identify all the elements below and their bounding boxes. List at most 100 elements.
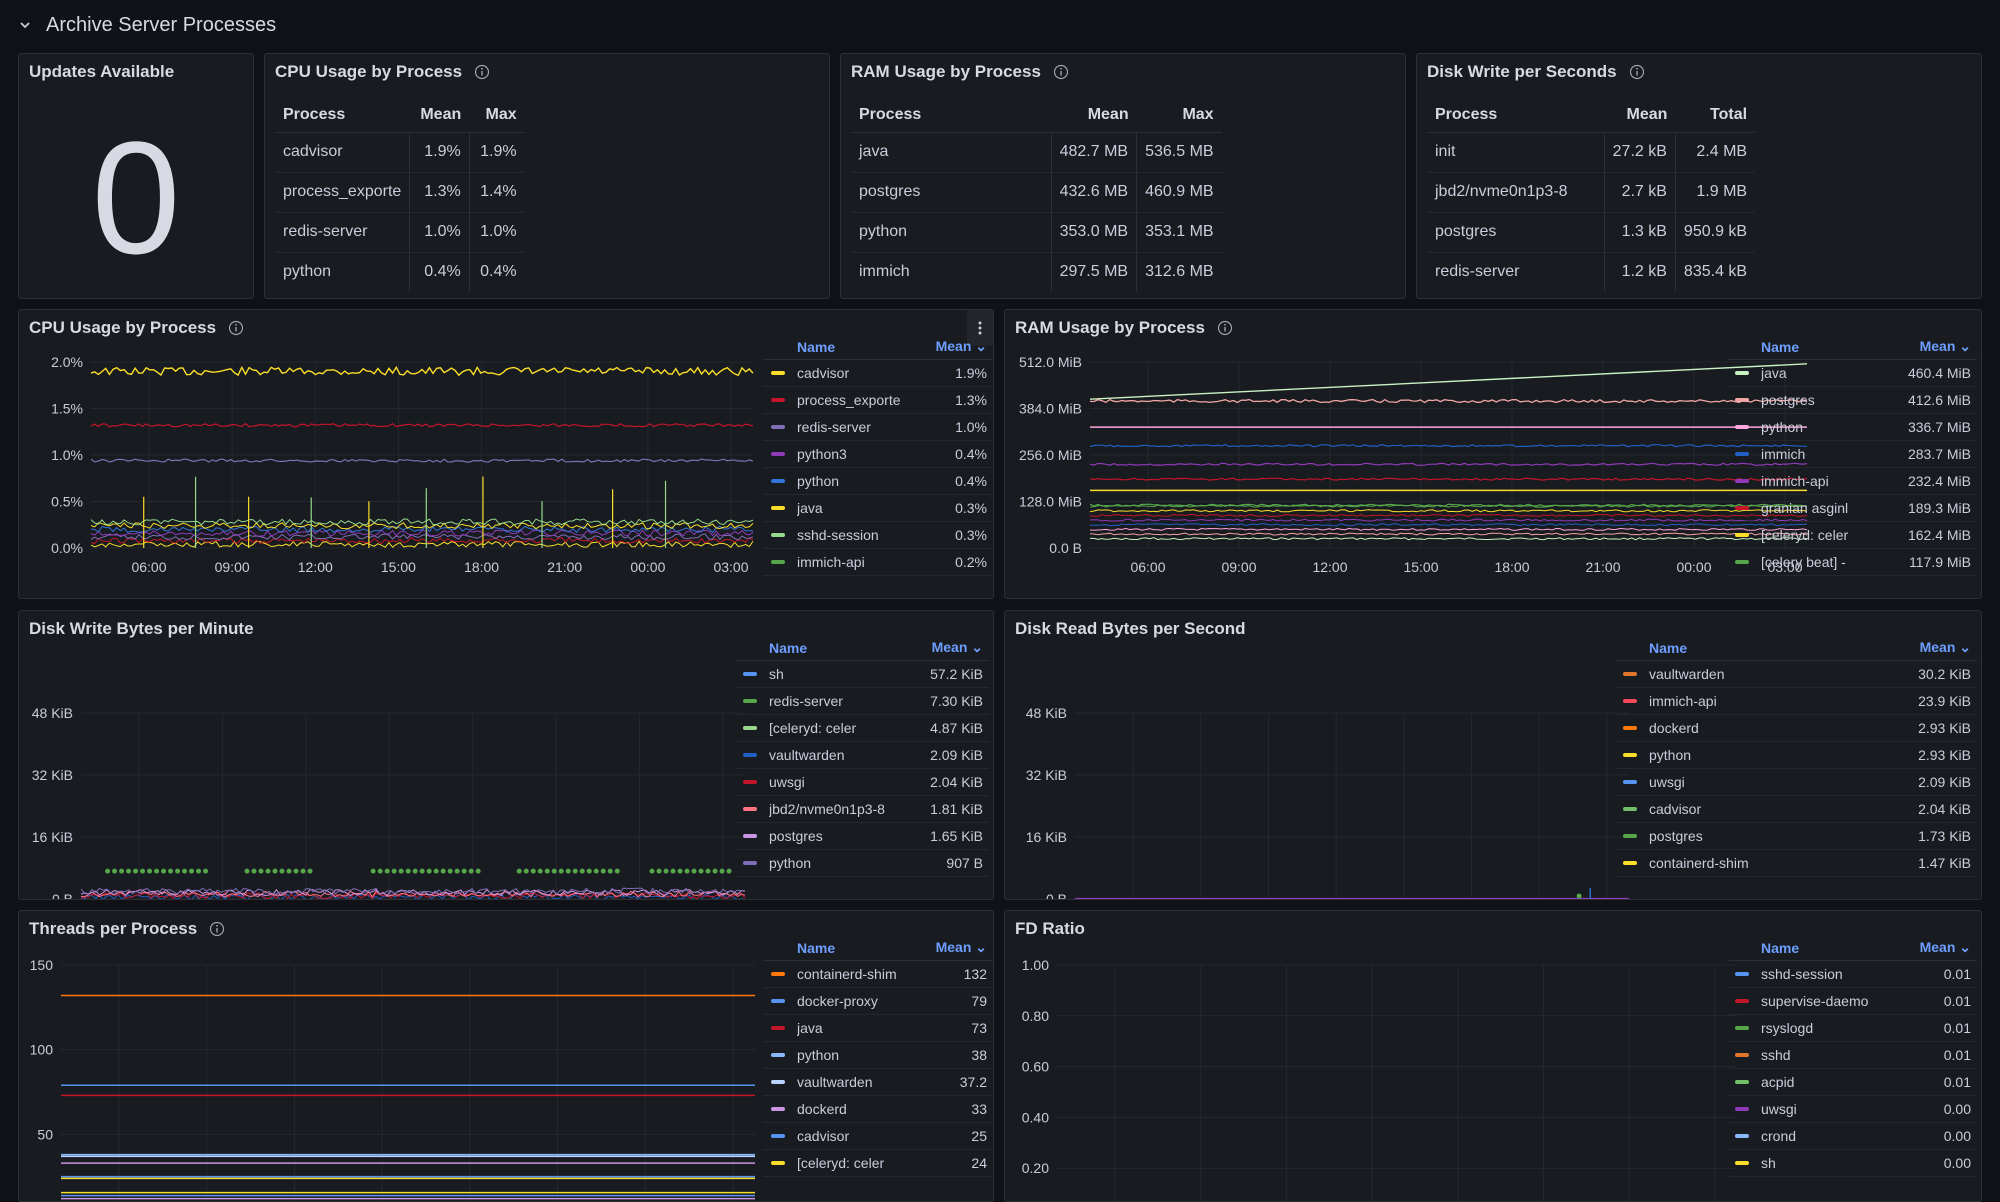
info-icon[interactable]	[228, 320, 244, 336]
legend-item[interactable]: uwsgi 2.04 KiB	[735, 769, 989, 796]
legend-header-mean[interactable]: Mean ⌄	[931, 639, 983, 655]
column-header-max[interactable]: Max	[1136, 98, 1222, 133]
legend-item[interactable]: crond 0.00	[1727, 1123, 1977, 1150]
legend-item[interactable]: sshd-session 0.3%	[763, 522, 993, 549]
y-tick-label: 16 KiB	[32, 829, 73, 845]
legend-header-mean[interactable]: Mean ⌄	[935, 939, 987, 955]
cell-mean: 27.2 kB	[1603, 132, 1676, 173]
legend-item[interactable]: sh 57.2 KiB	[735, 661, 989, 688]
legend-header-name[interactable]: Name	[1649, 639, 1688, 656]
legend-header-name[interactable]: Name	[1761, 338, 1800, 355]
column-header-mean[interactable]: Mean	[409, 98, 470, 133]
panel-menu-icon[interactable]	[967, 310, 993, 346]
legend-item[interactable]: java 0.3%	[763, 495, 993, 522]
chart-ram[interactable]: 512.0 MiB 384.0 MiB 256.0 MiB 128.0 MiB 0.0 …	[1005, 310, 1982, 599]
legend-swatch	[771, 398, 785, 402]
column-header-process[interactable]: Process	[275, 98, 410, 133]
legend-header-mean[interactable]: Mean ⌄	[935, 338, 987, 354]
legend-item[interactable]: [celeryd: celer 4.87 KiB	[735, 715, 989, 742]
legend-item[interactable]: sshd-session 0.01	[1727, 961, 1977, 988]
legend-header-name[interactable]: Name	[797, 939, 836, 956]
legend-header: Name Mean ⌄	[763, 334, 993, 360]
series-line-low-1	[90, 536, 754, 545]
legend-item[interactable]: python 2.93 KiB	[1615, 742, 1977, 769]
row-header-archive-server-processes[interactable]: Archive Server Processes	[18, 8, 276, 42]
legend-item[interactable]: docker-proxy 79	[763, 988, 993, 1015]
chart-fd[interactable]: 1.000.800.600.400.200.0006:0009:0012:001…	[1005, 911, 1982, 1202]
legend-item[interactable]: immich-api 0.2%	[763, 549, 993, 576]
info-icon[interactable]	[1053, 64, 1069, 80]
legend-item[interactable]: jbd2/nvme0n1p3-8 1.81 KiB	[735, 796, 989, 823]
legend-item[interactable]: python 907 B	[735, 850, 989, 877]
legend-item[interactable]: granian asginl 189.3 MiB	[1727, 495, 1977, 522]
legend-item-name: java	[797, 1020, 823, 1036]
legend-item[interactable]: [celeryd: celer 24	[763, 1150, 993, 1177]
legend-item[interactable]: sh 0.00	[1727, 1150, 1977, 1177]
legend-header-name[interactable]: Name	[769, 639, 808, 656]
legend-item[interactable]: postgres 412.6 MiB	[1727, 387, 1977, 414]
legend-item[interactable]: cadvisor 1.9%	[763, 360, 993, 387]
legend-item-mean: 0.01	[1943, 1020, 1971, 1036]
legend-item[interactable]: immich-api 23.9 KiB	[1615, 688, 1977, 715]
column-header-process[interactable]: Process	[851, 98, 1052, 133]
legend-item[interactable]: python 38	[763, 1042, 993, 1069]
legend-item[interactable]: python 336.7 MiB	[1727, 414, 1977, 441]
legend-item[interactable]: redis-server 7.30 KiB	[735, 688, 989, 715]
legend-item[interactable]: redis-server 1.0%	[763, 414, 993, 441]
legend-item[interactable]: python 0.4%	[763, 468, 993, 495]
series-point	[203, 868, 209, 874]
legend-item[interactable]: process_exporte 1.3%	[763, 387, 993, 414]
legend-item[interactable]: acpid 0.01	[1727, 1069, 1977, 1096]
info-icon[interactable]	[1217, 320, 1233, 336]
legend-item[interactable]: vaultwarden 2.09 KiB	[735, 742, 989, 769]
legend-header-mean[interactable]: Mean ⌄	[1919, 639, 1971, 655]
legend-item[interactable]: cadvisor 2.04 KiB	[1615, 796, 1977, 823]
info-icon[interactable]	[474, 64, 490, 80]
legend-header-mean[interactable]: Mean ⌄	[1919, 939, 1971, 955]
legend-item[interactable]: java 460.4 MiB	[1727, 360, 1977, 387]
legend-item[interactable]: [celery beat] - 117.9 MiB	[1727, 549, 1977, 576]
table-row: cadvisor 1.9% 1.9%	[275, 132, 525, 173]
legend-item[interactable]: containerd-shim 1.47 KiB	[1615, 850, 1977, 877]
legend-item[interactable]: immich 283.7 MiB	[1727, 441, 1977, 468]
legend-item[interactable]: [celeryd: celer 162.4 MiB	[1727, 522, 1977, 549]
legend-item[interactable]: supervise-daemo 0.01	[1727, 988, 1977, 1015]
series-line-low-2	[80, 890, 746, 898]
series-point	[468, 868, 474, 874]
info-icon[interactable]	[1629, 64, 1645, 80]
legend-item[interactable]: python3 0.4%	[763, 441, 993, 468]
legend-item[interactable]: cadvisor 25	[763, 1123, 993, 1150]
legend-item[interactable]: uwsgi 2.09 KiB	[1615, 769, 1977, 796]
info-icon[interactable]	[209, 921, 225, 937]
chart-thr[interactable]: 15010050006:0009:0012:0015:0018:0021:000…	[19, 911, 994, 1202]
legend-item[interactable]: rsyslogd 0.01	[1727, 1015, 1977, 1042]
legend-item[interactable]: java 73	[763, 1015, 993, 1042]
column-header-mean[interactable]: Mean	[1051, 98, 1137, 133]
column-header-process[interactable]: Process	[1427, 98, 1605, 133]
chart-cpu[interactable]: 2.0% 1.5% 1.0% 0.5% 0.0% 06:00 09:00 12:00 15:00…	[19, 310, 994, 599]
legend-item[interactable]: sshd 0.01	[1727, 1042, 1977, 1069]
legend-item[interactable]: immich-api 232.4 MiB	[1727, 468, 1977, 495]
legend-item[interactable]: vaultwarden 37.2	[763, 1069, 993, 1096]
legend-item[interactable]: vaultwarden 30.2 KiB	[1615, 661, 1977, 688]
series-line-low-5	[90, 522, 754, 530]
legend-header-name[interactable]: Name	[797, 338, 836, 355]
legend-item-mean: 2.04 KiB	[1918, 801, 1971, 817]
legend-item[interactable]: uwsgi 0.00	[1727, 1096, 1977, 1123]
legend-header-mean[interactable]: Mean ⌄	[1919, 338, 1971, 354]
legend-item[interactable]: postgres 1.65 KiB	[735, 823, 989, 850]
column-header-max[interactable]: Max	[469, 98, 525, 133]
series-line-cadvisor	[90, 365, 754, 377]
column-header-mean[interactable]: Mean	[1604, 98, 1676, 133]
legend-item[interactable]: postgres 1.73 KiB	[1615, 823, 1977, 850]
legend-item[interactable]: dockerd 2.93 KiB	[1615, 715, 1977, 742]
panel-title: Updates Available	[29, 62, 174, 82]
column-header-total[interactable]: Total	[1675, 98, 1756, 133]
legend-item[interactable]: dockerd 33	[763, 1096, 993, 1123]
legend-item[interactable]: containerd-shim 132	[763, 961, 993, 988]
series-point	[112, 868, 118, 874]
legend-header-name[interactable]: Name	[1761, 939, 1800, 956]
legend-swatch	[771, 1080, 785, 1084]
